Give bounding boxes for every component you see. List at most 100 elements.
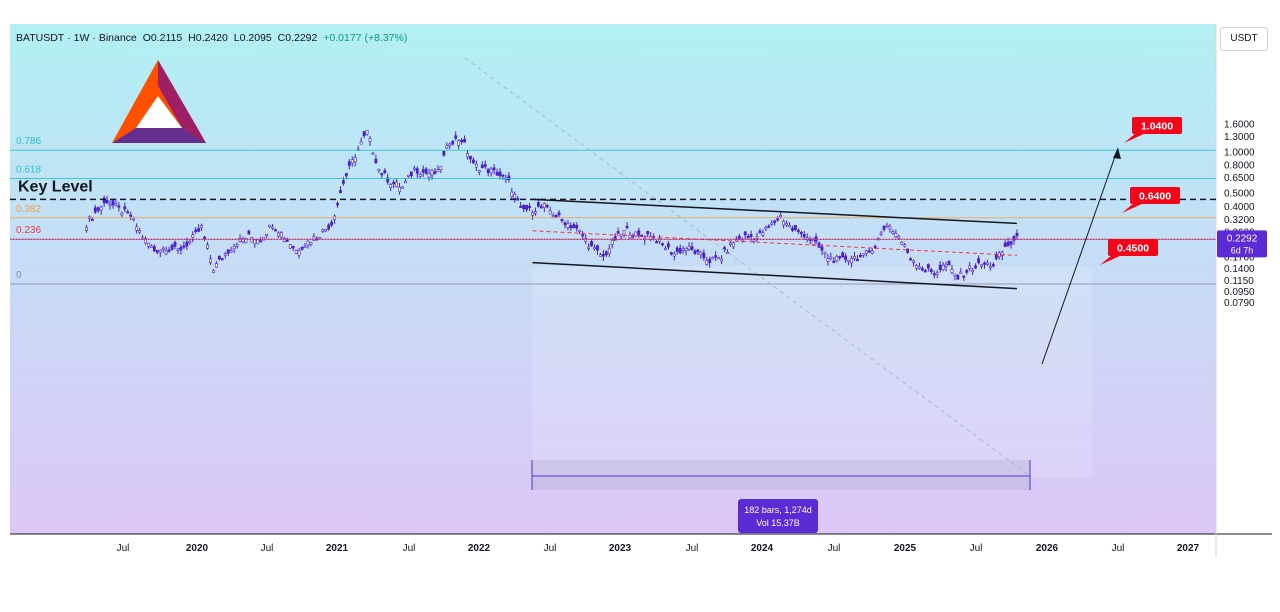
candle-body [271, 226, 274, 229]
projection-line [464, 57, 1031, 477]
x-tick-label: Jul [686, 543, 699, 554]
candle-body [634, 231, 638, 237]
currency-unit-button[interactable]: USDT [1220, 27, 1268, 51]
candle-body [569, 225, 573, 229]
candle-body [173, 242, 177, 247]
candle-body [309, 242, 313, 245]
candle-body [596, 245, 599, 251]
x-tick-label: 2026 [1036, 543, 1059, 554]
candle-body [380, 173, 384, 176]
candle-body [1009, 240, 1013, 245]
candle-body [554, 214, 558, 218]
candle-body [167, 249, 171, 252]
chart-panel[interactable]: 0.786 0.618 0.382 0.236 0 Key Level 0.4500 0.64… [10, 24, 1272, 558]
candle-body [427, 173, 431, 178]
candle-body [983, 262, 986, 265]
candle-body [926, 264, 930, 269]
candle-body [714, 255, 718, 258]
candle-body [708, 258, 712, 264]
candle-body [755, 236, 759, 239]
x-tick-label: 2020 [186, 543, 209, 554]
candle-body [460, 139, 463, 142]
candle-body [454, 135, 458, 139]
candle-body [870, 250, 874, 254]
candle-body [675, 247, 679, 252]
candle-body [519, 205, 523, 208]
candle-body [223, 253, 227, 256]
symbol-name[interactable]: BATUSDT [16, 32, 65, 44]
candle-body [90, 218, 94, 221]
candle-body [300, 247, 304, 250]
candle-body [850, 258, 853, 264]
candle-body [144, 237, 147, 244]
candle-body [463, 138, 466, 143]
candle-body [350, 159, 354, 164]
candle-body [853, 256, 856, 259]
candle-body [439, 166, 443, 170]
candle-body [377, 168, 381, 171]
candle-body [259, 240, 263, 243]
candle-body [158, 249, 162, 253]
ohlc-low: L0.2095 [233, 32, 272, 44]
candle-body [203, 236, 206, 239]
x-tick-label: 2024 [751, 543, 774, 554]
candle-body [214, 263, 218, 268]
candle-body [912, 260, 915, 263]
candle-body [265, 233, 269, 237]
target-label[interactable]: 1.0400 [1141, 121, 1173, 133]
candle-body [613, 236, 617, 241]
candle-body [161, 247, 165, 251]
target-label[interactable]: 0.4500 [1117, 243, 1149, 255]
candle-body [297, 250, 301, 256]
candle-body [681, 248, 685, 251]
candle-body [894, 232, 898, 238]
candle-body [900, 241, 904, 245]
candle-body [232, 245, 236, 250]
candle-body [149, 245, 153, 248]
price-chart[interactable]: 0.786 0.618 0.382 0.236 0 Key Level 0.4500 0.64… [10, 24, 1272, 558]
candle-body [209, 258, 212, 263]
candle-body [404, 181, 407, 184]
candle-body [421, 169, 425, 173]
candle-body [752, 239, 756, 242]
candle-body [844, 255, 848, 261]
candle-body [132, 217, 136, 220]
candle-body [138, 230, 141, 233]
candle-body [1012, 235, 1016, 241]
candle-body [371, 152, 375, 155]
candle-body [483, 163, 487, 168]
candle-body [711, 257, 715, 260]
candle-body [687, 246, 691, 250]
target-box[interactable] [1108, 239, 1158, 256]
target-box[interactable] [1130, 187, 1180, 204]
time-axis[interactable] [10, 534, 1272, 558]
candle-body [986, 262, 989, 265]
target-label[interactable]: 0.6400 [1139, 191, 1171, 203]
candle-body [625, 225, 629, 229]
candle-body [699, 251, 703, 256]
target-box[interactable] [1132, 117, 1182, 134]
candle-body [123, 206, 127, 210]
y-tick-label: 0.3200 [1224, 215, 1255, 226]
candle-body [749, 234, 753, 237]
candle-body [542, 203, 546, 208]
candle-body [666, 243, 670, 248]
candle-body [147, 242, 150, 247]
candle-body [111, 200, 115, 206]
candle-body [495, 171, 499, 176]
candle-body [102, 197, 106, 204]
candle-body [339, 190, 342, 193]
candle-body [1015, 232, 1019, 237]
candle-body [947, 261, 951, 266]
candle-body [448, 143, 452, 146]
candle-body [501, 174, 505, 177]
interval[interactable]: 1W [73, 32, 90, 44]
candle-body [117, 205, 121, 208]
candle-body [176, 248, 180, 251]
candle-body [882, 226, 886, 230]
candle-body [279, 232, 283, 238]
candle-body [330, 221, 334, 226]
price-axis[interactable] [1216, 24, 1272, 534]
candle-body [888, 226, 892, 230]
candle-body [534, 211, 537, 214]
